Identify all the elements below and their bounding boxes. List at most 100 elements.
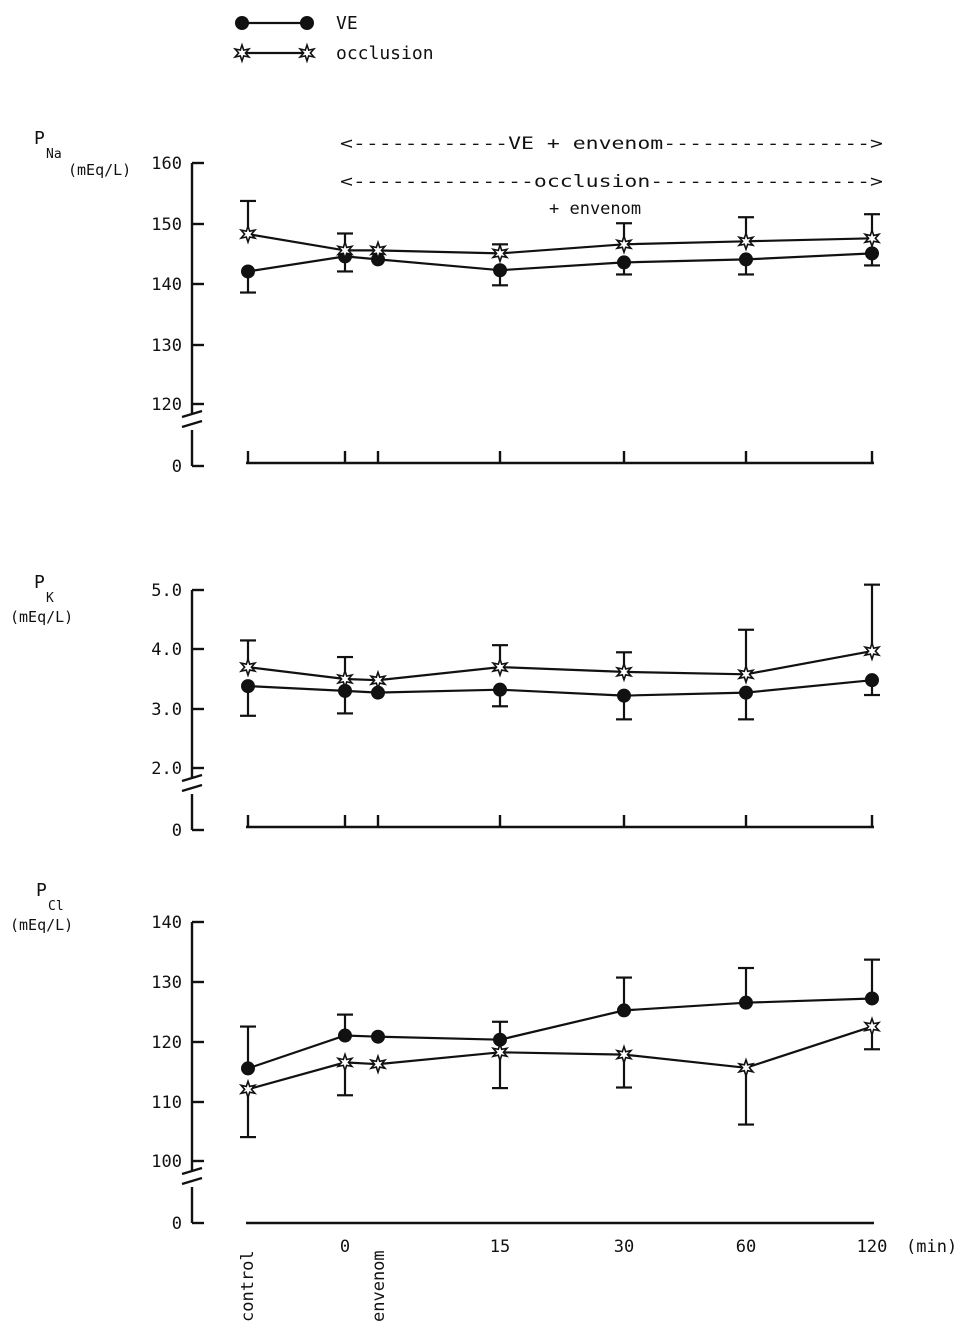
x-tick-label: 60 bbox=[736, 1237, 756, 1257]
annotation-plus-envenom: + envenom bbox=[549, 199, 641, 219]
y-tick-label: 110 bbox=[151, 1093, 182, 1113]
data-point bbox=[617, 688, 631, 703]
legend: VE occlusion bbox=[232, 13, 434, 64]
data-point bbox=[238, 223, 258, 245]
series-occ-Cl bbox=[238, 1016, 882, 1139]
y-tick-label: 160 bbox=[151, 154, 182, 174]
data-point bbox=[493, 263, 507, 278]
data-point bbox=[368, 239, 388, 261]
data-point bbox=[736, 1057, 756, 1079]
y-tick-label: 4.0 bbox=[151, 640, 182, 660]
data-point bbox=[739, 995, 753, 1010]
y-label-sub-Na: Na bbox=[46, 147, 62, 162]
y-tick-label: 120 bbox=[151, 395, 182, 415]
data-point bbox=[241, 1061, 255, 1076]
y-tick-label: 140 bbox=[151, 275, 182, 295]
data-point bbox=[335, 1051, 355, 1073]
legend-label-occ: occlusion bbox=[336, 43, 434, 64]
legend-label-ve: VE bbox=[336, 13, 358, 34]
legend-marker-occ-left bbox=[232, 42, 252, 64]
axis-break-mark bbox=[181, 783, 203, 793]
y-tick-label: 130 bbox=[151, 973, 182, 993]
y-label-K: P bbox=[34, 572, 45, 593]
data-point bbox=[736, 230, 756, 252]
y-tick-label: 140 bbox=[151, 913, 182, 933]
y-tick-label: 5.0 bbox=[151, 581, 182, 601]
data-point bbox=[614, 1044, 634, 1066]
data-point bbox=[335, 239, 355, 261]
y-tick-label: 0 bbox=[172, 457, 182, 477]
data-point bbox=[614, 661, 634, 683]
axis-break-mark bbox=[181, 773, 203, 783]
x-label-control: control bbox=[238, 1250, 258, 1322]
data-point bbox=[490, 1041, 510, 1063]
x-unit-label: (min) bbox=[906, 1237, 957, 1257]
data-point bbox=[862, 1016, 882, 1038]
y-label-Na: P bbox=[34, 128, 45, 149]
data-point bbox=[241, 264, 255, 279]
data-point bbox=[614, 233, 634, 255]
y-tick-label: 130 bbox=[151, 336, 182, 356]
legend-marker-ve-right bbox=[300, 16, 314, 30]
data-point bbox=[739, 685, 753, 700]
y-label-Cl: P bbox=[36, 880, 47, 901]
x-tick-label: 15 bbox=[490, 1237, 510, 1257]
annotations: <------------VE + envenom---------------… bbox=[340, 134, 883, 219]
data-point bbox=[335, 668, 355, 690]
data-point bbox=[865, 246, 879, 261]
data-point bbox=[617, 255, 631, 270]
y-unit-K: (mEq/L) bbox=[10, 608, 73, 626]
axis-break-mark bbox=[181, 409, 203, 419]
series-occ-K bbox=[238, 583, 882, 691]
data-point bbox=[238, 1078, 258, 1100]
y-label-sub-Cl: Cl bbox=[48, 899, 64, 914]
legend-marker-occ-right bbox=[297, 42, 317, 64]
x-tick-label: 30 bbox=[614, 1237, 634, 1257]
y-tick-label: 2.0 bbox=[151, 759, 182, 779]
y-unit-Cl: (mEq/L) bbox=[10, 916, 73, 934]
panel-K: PK (mEq/L) 5.0 4.0 3.0 2.0 0 bbox=[10, 572, 882, 841]
panel-Na: PNa (mEq/L) 160 150 140 130 120 0 bbox=[34, 128, 882, 477]
series-VE-Cl bbox=[240, 958, 880, 1076]
series-VE-Na bbox=[240, 246, 880, 294]
y-tick-label: 150 bbox=[151, 215, 182, 235]
y-tick-label: 3.0 bbox=[151, 700, 182, 720]
panel-Cl: PCl (mEq/L) 140 130 120 110 100 0 bbox=[10, 880, 882, 1234]
y-tick-label: 100 bbox=[151, 1152, 182, 1172]
x-axis-labels: 0 15 30 60 120 (min) control envenom bbox=[238, 1237, 957, 1322]
data-point bbox=[238, 656, 258, 678]
y-tick-label: 120 bbox=[151, 1033, 182, 1053]
y-tick-label: 0 bbox=[172, 821, 182, 841]
data-point bbox=[493, 682, 507, 697]
series-VE-K bbox=[240, 673, 880, 721]
legend-marker-ve-left bbox=[235, 16, 249, 30]
y-tick-label: 0 bbox=[172, 1214, 182, 1234]
data-point bbox=[490, 656, 510, 678]
panels: PNa(mEq/L) 1601501401301200PK(mEq/L)5.04.… bbox=[10, 128, 882, 1234]
data-point bbox=[338, 1028, 352, 1043]
data-point bbox=[490, 242, 510, 264]
data-point bbox=[368, 669, 388, 691]
data-point bbox=[865, 673, 879, 688]
y-label-sub-K: K bbox=[46, 591, 54, 606]
x-label-envenom: envenom bbox=[369, 1250, 389, 1322]
axis-break-mark bbox=[181, 1166, 203, 1176]
axis-break-mark bbox=[181, 1176, 203, 1186]
data-point bbox=[862, 227, 882, 249]
series-occ-Na bbox=[238, 199, 882, 264]
data-point bbox=[241, 679, 255, 694]
y-unit-Na: (mEq/L) bbox=[68, 161, 131, 179]
x-tick-label: 120 bbox=[857, 1237, 888, 1257]
x-tick-label: 0 bbox=[340, 1237, 350, 1257]
data-point bbox=[739, 252, 753, 267]
data-point bbox=[862, 640, 882, 662]
annotation-ve-envenom: <------------VE + envenom---------------… bbox=[340, 134, 883, 154]
data-point bbox=[617, 1003, 631, 1018]
data-point bbox=[736, 663, 756, 685]
annotation-occlusion-envenom: <--------------occlusion----------------… bbox=[340, 172, 883, 192]
data-point bbox=[865, 991, 879, 1006]
axis-break-mark bbox=[181, 419, 203, 429]
data-point bbox=[368, 1053, 388, 1075]
data-point bbox=[371, 1029, 385, 1044]
